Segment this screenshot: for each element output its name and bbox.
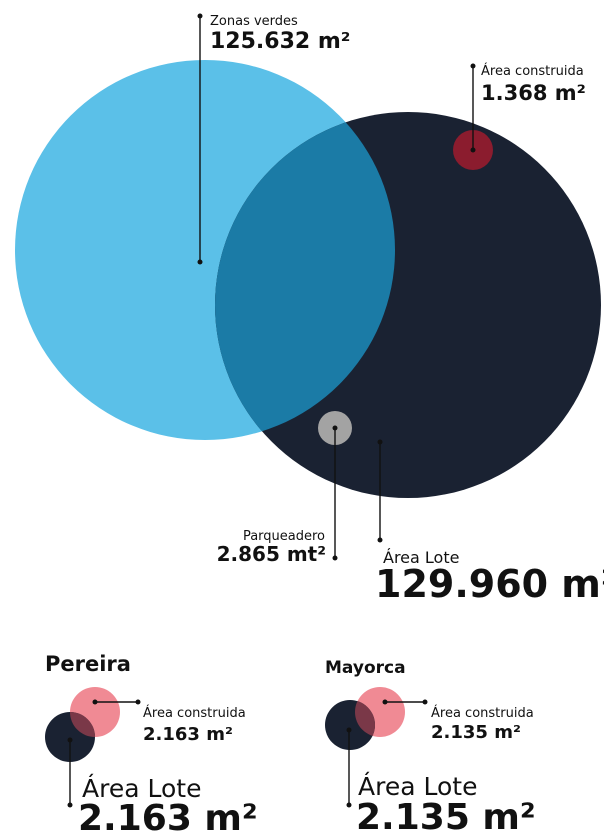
overlap: [355, 700, 375, 737]
label: Área Lote: [82, 774, 201, 803]
label: Área Lote: [383, 548, 459, 567]
leaders: [346, 699, 428, 808]
overlap: [70, 712, 95, 737]
value: 2.135 m²: [431, 722, 521, 743]
label: Área construida: [143, 705, 246, 721]
label: Zonas verdes: [210, 14, 298, 29]
site-name: Mayorca: [325, 658, 406, 678]
leaders: [197, 13, 476, 561]
value: 2.865 mt²: [217, 542, 326, 566]
value: 2.163 m²: [143, 724, 233, 745]
label: Área Lote: [358, 772, 477, 801]
label: Parqueadero: [243, 529, 325, 544]
leaders: [67, 699, 141, 808]
value: 1.368 m²: [481, 81, 586, 105]
value: 2.163 m²: [78, 798, 258, 834]
overlap: [215, 112, 395, 440]
site-name: Pereira: [45, 652, 131, 676]
value: 129.960 m²: [375, 562, 604, 606]
value: 125.632 m²: [210, 29, 350, 54]
label: Área construida: [481, 63, 584, 79]
value: 2.135 m²: [356, 797, 536, 834]
label: Área construida: [431, 705, 534, 721]
